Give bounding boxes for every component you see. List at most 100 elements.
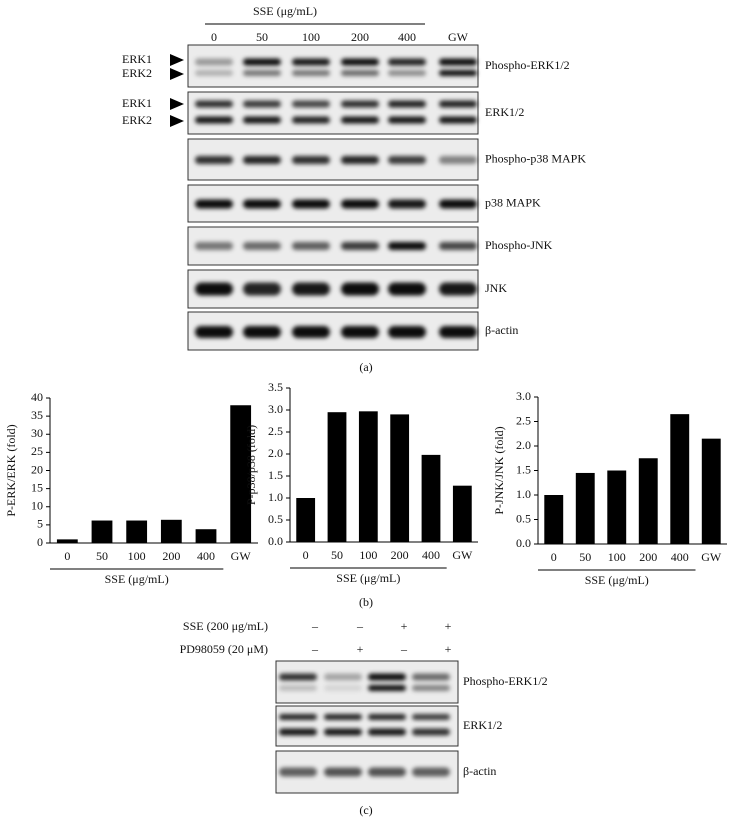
y-tick-label: 35 (31, 408, 43, 422)
band (412, 728, 450, 736)
y-tick-label: 2.0 (516, 438, 531, 452)
band (368, 714, 406, 720)
arrowhead (170, 115, 184, 127)
band (388, 70, 426, 76)
band (388, 116, 426, 124)
x-tick-label: 200 (391, 548, 409, 562)
band (341, 242, 379, 250)
band (292, 100, 330, 108)
bar (421, 454, 441, 542)
label: (a) (359, 360, 372, 374)
label: SSE (200 μg/mL) (183, 619, 268, 633)
y-axis-label: P-p38/p38 (fold) (244, 425, 258, 505)
band (195, 100, 233, 108)
y-tick-label: 15 (31, 480, 43, 494)
x-tick-label: 100 (128, 549, 146, 563)
band (388, 326, 426, 338)
blot-panel (187, 311, 479, 351)
band (243, 116, 281, 124)
x-tick-label: GW (701, 550, 722, 564)
y-tick-label: 3.0 (268, 402, 283, 416)
band (341, 70, 379, 76)
x-tick-label: GW (452, 548, 473, 562)
y-tick-label: 40 (31, 390, 43, 404)
band (412, 714, 450, 720)
band (368, 728, 406, 736)
bands (195, 326, 477, 338)
label: ERK1/2 (485, 105, 524, 119)
bands (195, 242, 477, 250)
band (388, 100, 426, 108)
band (292, 116, 330, 124)
band (439, 156, 477, 164)
band (412, 685, 450, 691)
y-tick-label: 1.0 (268, 490, 283, 504)
x-tick-label: 100 (608, 550, 626, 564)
band (368, 673, 406, 681)
band (388, 58, 426, 66)
label: p38 MAPK (485, 195, 541, 209)
band (195, 156, 233, 164)
band (292, 282, 330, 296)
band (439, 199, 477, 209)
band (195, 70, 233, 76)
bar (126, 520, 148, 543)
x-tick-label: 200 (162, 549, 180, 563)
y-tick-label: 1.5 (268, 468, 283, 482)
bar (358, 411, 378, 542)
y-axis-label: P-JNK/JNK (fold) (492, 426, 506, 514)
blot-panel (187, 226, 479, 266)
band (292, 199, 330, 209)
x-tick-label: 400 (197, 549, 215, 563)
bar (701, 438, 721, 544)
bands (195, 100, 477, 124)
bar (544, 495, 564, 544)
y-tick-label: 0.5 (268, 512, 283, 526)
band (412, 767, 450, 777)
band (439, 282, 477, 296)
blot-panel (187, 91, 479, 135)
label: ERK2 (122, 113, 152, 127)
bands (195, 282, 477, 296)
bar (607, 470, 627, 544)
bar (638, 458, 658, 544)
band (324, 685, 362, 691)
label: Phospho-p38 MAPK (485, 151, 586, 165)
bar (195, 529, 217, 543)
band (243, 326, 281, 338)
band (292, 70, 330, 76)
label: SSE (μg/mL) (253, 4, 317, 18)
band (368, 685, 406, 691)
band (324, 728, 362, 736)
band (292, 242, 330, 250)
label: + (401, 619, 408, 633)
label: (c) (359, 803, 372, 817)
band (341, 100, 379, 108)
y-tick-label: 0.0 (268, 534, 283, 548)
y-tick-label: 3.0 (516, 389, 531, 403)
label: 400 (398, 30, 416, 44)
band (341, 199, 379, 209)
bar (56, 539, 78, 543)
blot-panel (275, 660, 459, 704)
bands (195, 156, 477, 164)
band (439, 326, 477, 338)
x-axis-label: SSE (μg/mL) (585, 573, 649, 587)
band (324, 714, 362, 720)
band (388, 282, 426, 296)
x-tick-label: 400 (422, 548, 440, 562)
label: 200 (351, 30, 369, 44)
label: Phospho-ERK1/2 (485, 58, 570, 72)
band (195, 242, 233, 250)
y-tick-label: 2.5 (268, 424, 283, 438)
label: ERK1/2 (463, 718, 502, 732)
band (195, 326, 233, 338)
x-tick-label: 50 (331, 548, 343, 562)
y-tick-label: 1.5 (516, 462, 531, 476)
label: β-actin (463, 764, 496, 778)
bar (91, 520, 113, 543)
blot-panel (275, 705, 459, 747)
y-tick-label: 25 (31, 444, 43, 458)
y-axis-label: P-ERK/ERK (fold) (4, 424, 18, 516)
